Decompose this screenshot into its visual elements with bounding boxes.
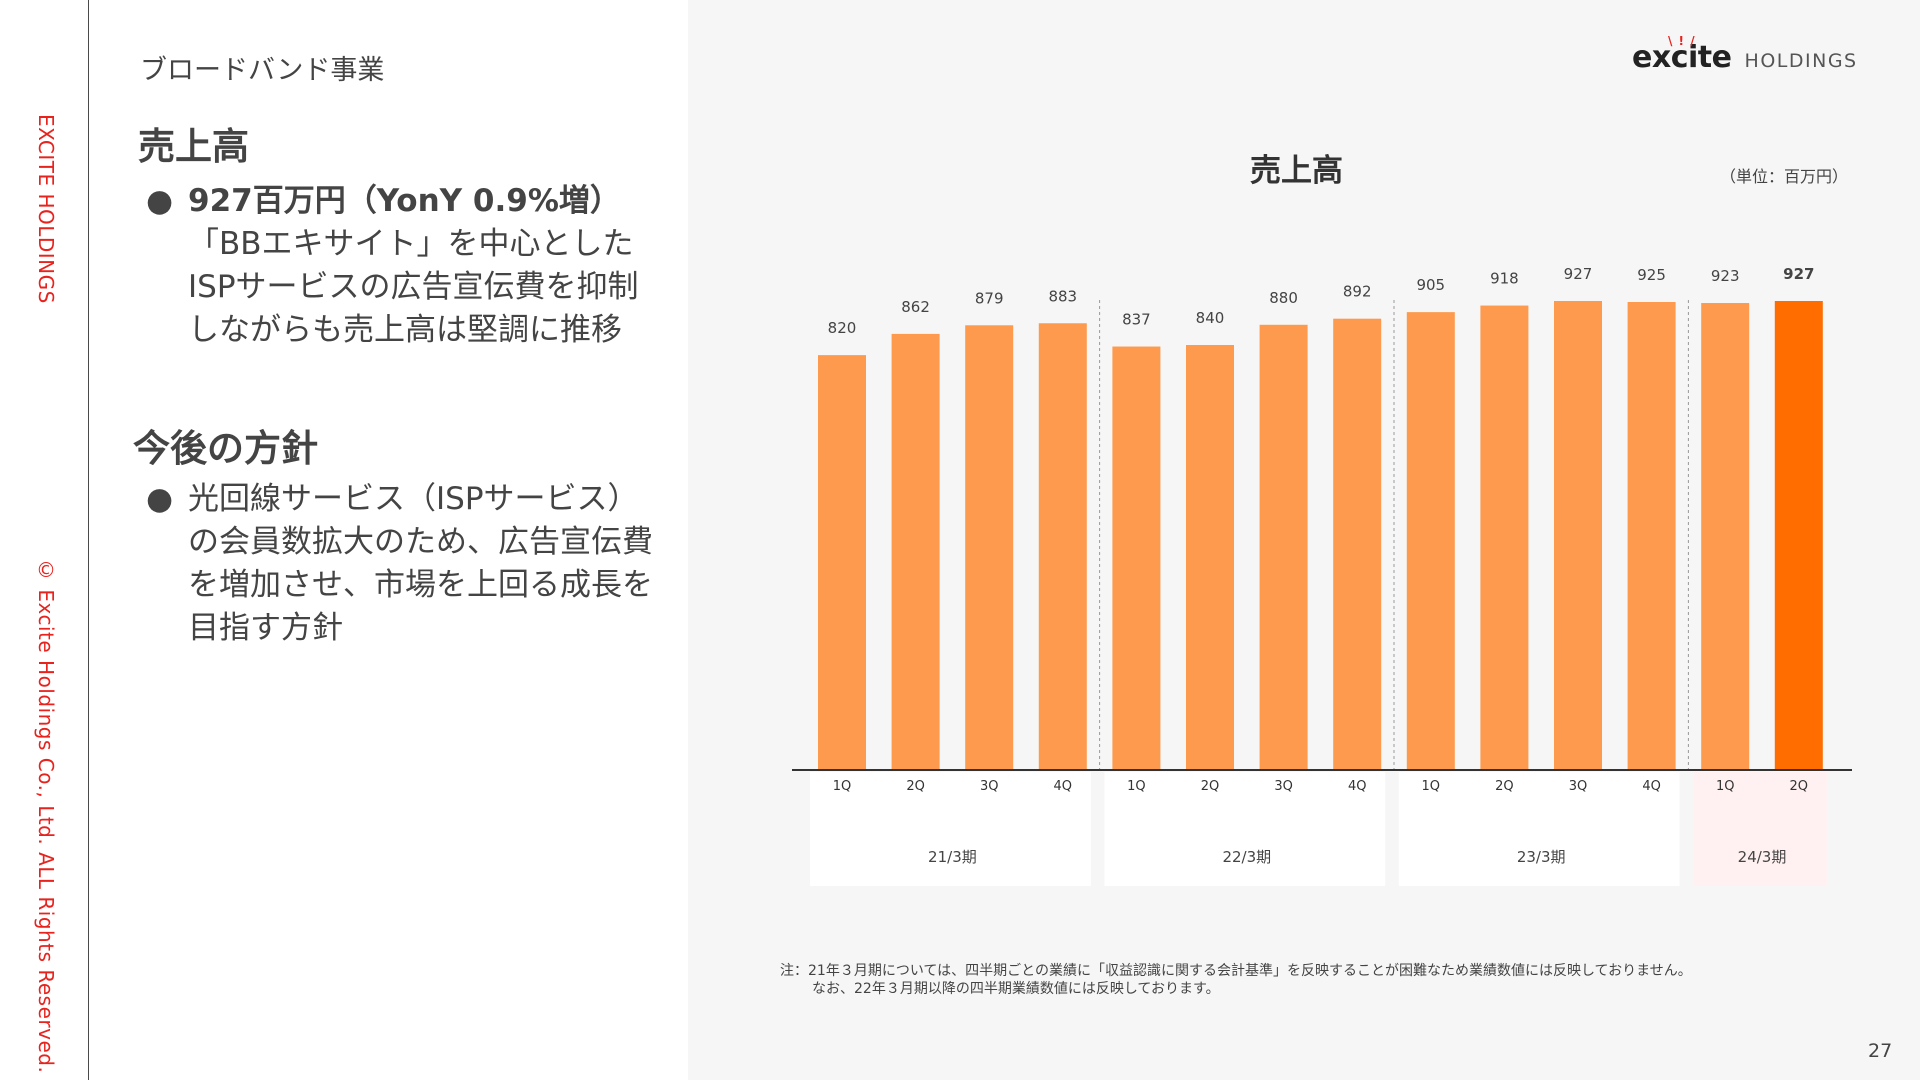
data-label: 905 [1416,276,1445,294]
footnote-line: なお、22年３月期以降の四半期業績数値には反映しております。 [812,981,1220,997]
page-number: 27 [1868,1040,1893,1062]
group-label: 24/3期 [1738,848,1787,866]
bar [965,325,1014,770]
sales-bullet-line: しながらも売上高は堅調に推移 [188,312,622,348]
bar [1186,345,1234,770]
data-label: 837 [1122,311,1151,329]
tick-label: 1Q [1127,779,1146,794]
chart-unit: （単位：百万円） [1720,167,1849,186]
sales-heading: 売上高 [138,125,249,168]
vertical-company-name: EXCITE HOLDINGS [34,114,58,304]
policy-bullet-line: の会員数拡大のため、広告宣伝費 [188,524,653,560]
data-label: 892 [1343,283,1372,301]
tick-label: 2Q [906,779,925,794]
bar [1333,318,1382,770]
data-label: 927 [1564,265,1593,283]
data-label: 862 [901,298,930,316]
data-label: 820 [828,319,857,337]
bar [1701,303,1750,770]
vertical-copyright: © Excite Holdings Co., Ltd. ALL Rights R… [34,558,58,1074]
group-box [1104,772,1386,886]
data-label: 840 [1196,309,1225,327]
tick-label: 3Q [980,779,999,794]
section-label: ブロードバンド事業 [140,55,385,86]
logo-word: excite [1632,40,1732,75]
data-label: 923 [1711,267,1740,285]
footnote-line: 注：21年３月期については、四半期ごとの業績に「収益認識に関する会計基準」を反映… [780,963,1692,979]
data-label: 883 [1048,287,1077,305]
tick-label: 2Q [1790,779,1809,794]
bar [891,333,940,770]
bar [1259,324,1308,770]
divider-line [88,0,89,1080]
data-label: 925 [1637,266,1666,284]
data-label: 879 [975,289,1004,307]
bar [1774,301,1823,770]
sales-bullet-line: ISPサービスの広告宣伝費を抑制 [188,269,639,305]
bar [1112,346,1161,770]
data-label: 927 [1783,265,1814,283]
logo-rays-icon: \ ! / [1668,34,1696,48]
policy-bullet-line: を増加させ、市場を上回る成長を [188,567,653,603]
tick-label: 1Q [1716,779,1735,794]
tick-label: 2Q [1201,779,1220,794]
bullet-dot: ● [146,183,174,219]
bar [1627,302,1676,770]
data-label: 918 [1490,270,1519,288]
sales-bullet-line: 「BBエキサイト」を中心とした [188,226,634,262]
policy-heading: 今後の方針 [133,427,318,470]
footnote: 注：21年３月期については、四半期ごとの業績に「収益認識に関する会計基準」を反映… [780,962,1692,998]
tick-label: 3Q [1274,779,1293,794]
excite-logo: \ ! / excite HOLDINGS [1632,34,1858,75]
sales-bullet-headline: 927百万円（YonY 0.9%増） [188,183,621,219]
bar [1406,312,1455,770]
group-box [1398,772,1680,886]
group-box [810,772,1091,886]
sales-bullet: ● 927百万円（YonY 0.9%増） 「BBエキサイト」を中心とした ISP… [146,180,639,352]
policy-bullet: ● 光回線サービス（ISPサービス） の会員数拡大のため、広告宣伝費 を増加させ… [146,478,653,650]
tick-label: 1Q [1422,779,1441,794]
tick-label: 3Q [1569,779,1588,794]
bar [818,355,866,770]
group-label: 22/3期 [1222,848,1271,866]
bar [1554,301,1602,770]
bar [1038,323,1087,770]
chart-title: 売上高 [1250,153,1343,189]
policy-bullet-line: 目指す方針 [188,610,343,646]
group-box [1693,772,1827,886]
tick-label: 4Q [1054,779,1073,794]
group-label: 21/3期 [928,848,977,866]
tick-label: 2Q [1495,779,1514,794]
bar [1480,305,1529,770]
group-label: 23/3期 [1517,848,1566,866]
policy-bullet-line: 光回線サービス（ISPサービス） [188,481,639,517]
logo-sub: HOLDINGS [1744,50,1858,72]
tick-label: 4Q [1348,779,1367,794]
data-label: 880 [1269,289,1298,307]
bullet-dot: ● [146,481,174,517]
tick-label: 4Q [1642,779,1661,794]
tick-label: 1Q [833,779,852,794]
